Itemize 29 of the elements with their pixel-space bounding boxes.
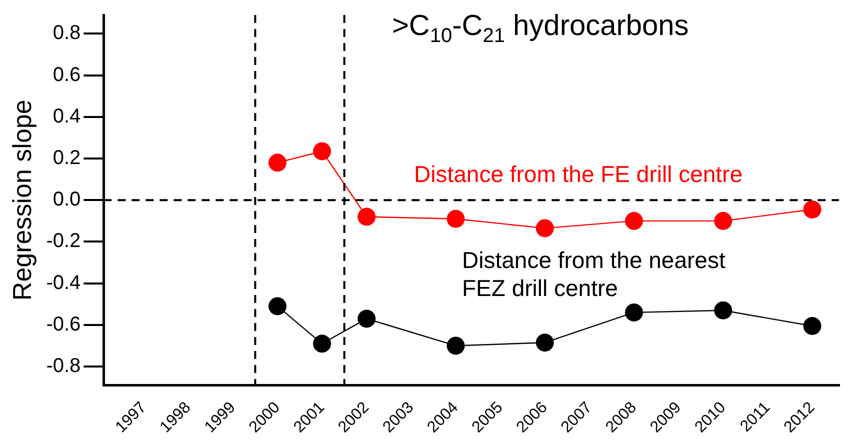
point bbox=[446, 210, 465, 228]
point bbox=[624, 212, 643, 230]
series-label: Distance from the nearest FEZ drill centre bbox=[462, 246, 726, 301]
y-tick-label: 0.6 bbox=[52, 64, 81, 86]
point bbox=[714, 212, 732, 230]
y-tick-label: -0.6 bbox=[46, 313, 81, 336]
y-tick-label: -0.2 bbox=[46, 230, 81, 252]
point bbox=[624, 303, 643, 322]
point bbox=[313, 334, 332, 353]
point bbox=[358, 208, 376, 226]
y-axis-title: Regression slope bbox=[6, 100, 37, 301]
point bbox=[714, 301, 732, 320]
point bbox=[803, 200, 822, 218]
y-tick-label: 0.8 bbox=[52, 22, 81, 44]
point bbox=[536, 219, 554, 238]
point bbox=[536, 334, 554, 352]
point bbox=[268, 154, 286, 172]
point bbox=[803, 316, 822, 335]
point bbox=[313, 142, 332, 160]
point bbox=[446, 336, 465, 355]
y-tick-label: 0.0 bbox=[52, 188, 81, 211]
y-tick-label: 0.4 bbox=[52, 105, 81, 128]
chart-title: >C$_{10}$-C$_{21}$ hydrocarbons bbox=[392, 10, 689, 48]
y-tick-label: -0.8 bbox=[46, 355, 81, 378]
y-tick-label: -0.4 bbox=[46, 272, 81, 294]
point bbox=[268, 297, 286, 316]
y-tick-label: 0.2 bbox=[52, 147, 81, 170]
point bbox=[358, 310, 376, 328]
series-label: Distance from the FE drill centre bbox=[414, 160, 743, 187]
